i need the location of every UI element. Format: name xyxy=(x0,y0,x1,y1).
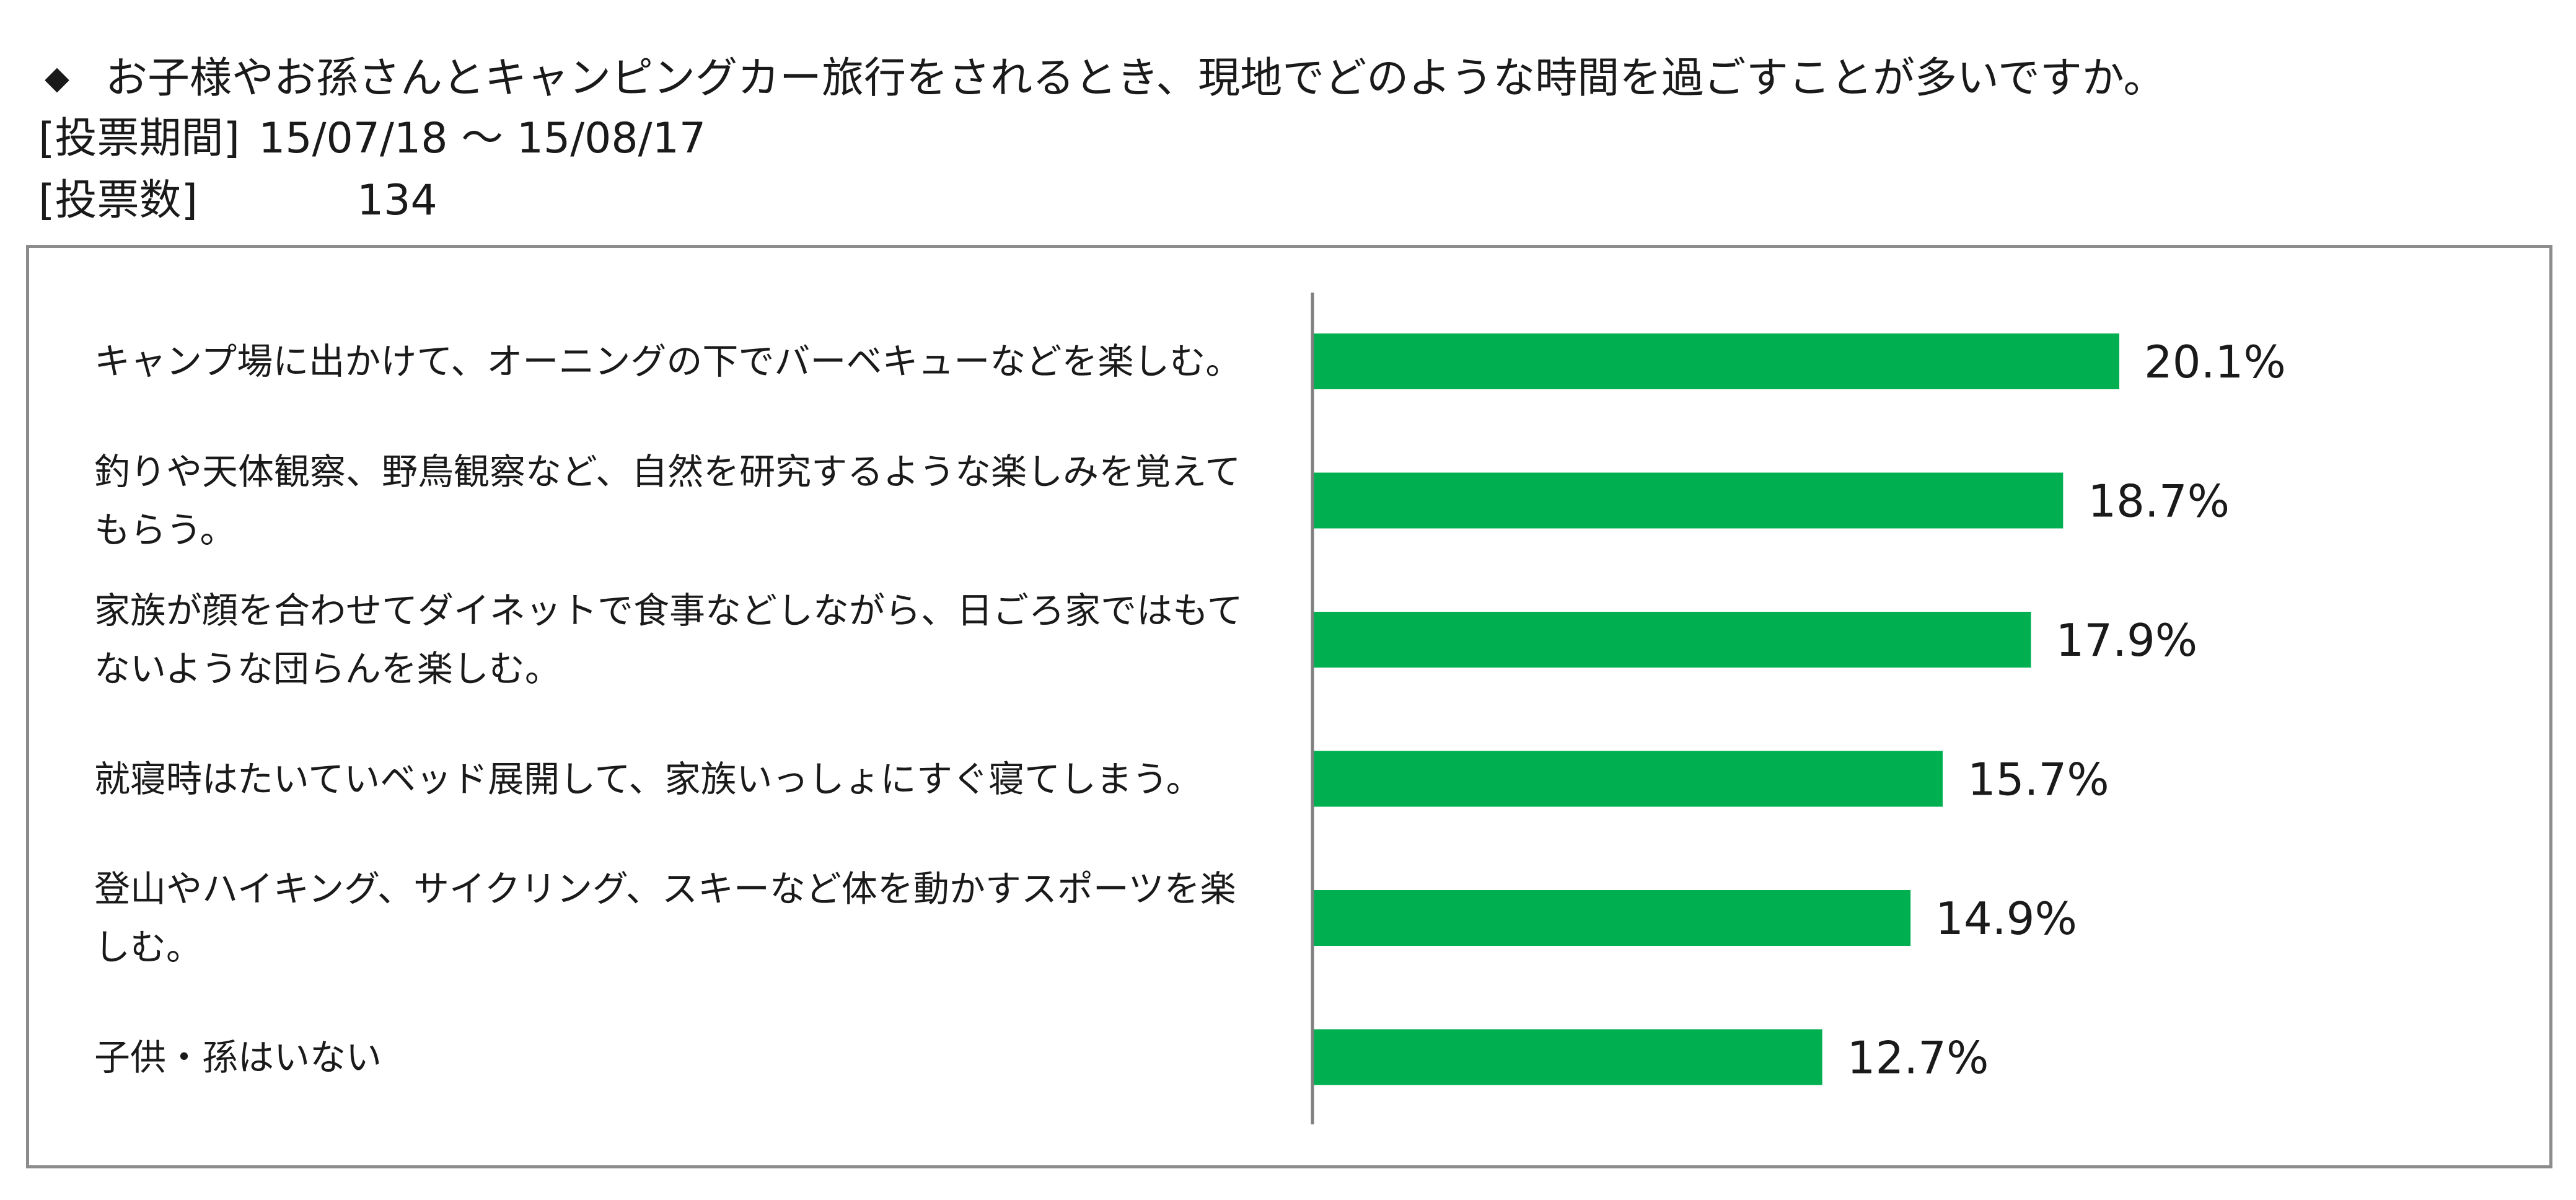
bar-value-label-1: 20.1% xyxy=(2144,336,2286,388)
vote-period-label: [投票期間] xyxy=(38,114,240,163)
bar-2 xyxy=(1312,472,2064,529)
bar-value-label-3: 17.9% xyxy=(2055,614,2197,666)
bar-value-label-2: 18.7% xyxy=(2088,475,2230,527)
bar-value-label-5: 14.9% xyxy=(1935,893,2077,945)
question-text: お子様やお孫さんとキャンピングカー旅行をされるとき、現地でどのような時間を過ごす… xyxy=(105,54,2166,103)
bar-5 xyxy=(1312,890,1911,946)
bar-value-label-4: 15.7% xyxy=(1967,754,2109,806)
vote-count-label: [投票数] xyxy=(38,176,198,225)
bar-4 xyxy=(1312,751,1943,807)
category-label-6: 子供・孫はいない xyxy=(94,1036,382,1079)
vote-period-line: [投票期間] 15/07/18 ～ 15/08/17 xyxy=(38,118,706,160)
category-label-4: 就寝時はたいていベッド展開して、家族いっしょにすぐ寝てしまう。 xyxy=(94,757,1202,800)
bar-1 xyxy=(1312,333,2119,389)
bar-value-label-6: 12.7% xyxy=(1847,1032,1989,1084)
vote-count-line: [投票数] 134 xyxy=(38,180,437,222)
bar-3 xyxy=(1312,612,2031,668)
vote-period-value: 15/07/18 ～ 15/08/17 xyxy=(258,114,706,163)
category-label-1: キャンプ場に出かけて、オーニングの下でバーベキューなどを楽しむ。 xyxy=(94,340,1242,382)
category-label-3: 家族が顔を合わせてダイネットで食事などしながら、日ごろ家ではもてないような団らん… xyxy=(94,589,1243,690)
vote-count-value: 134 xyxy=(357,176,437,225)
question-line: ◆ お子様やお孫さんとキャンピングカー旅行をされるとき、現地でどのような時間を過ご… xyxy=(38,58,2166,100)
chart-frame xyxy=(26,245,2552,1168)
category-label-5: 登山やハイキング、サイクリング、スキーなど体を動かすスポーツを楽しむ。 xyxy=(94,868,1236,968)
diamond-bullet-icon: ◆ xyxy=(45,60,69,97)
category-label-2: 釣りや天体観察、野鳥観察など、自然を研究するような楽しみを覚えてもらう。 xyxy=(94,450,1241,551)
bar-6 xyxy=(1312,1029,1822,1085)
